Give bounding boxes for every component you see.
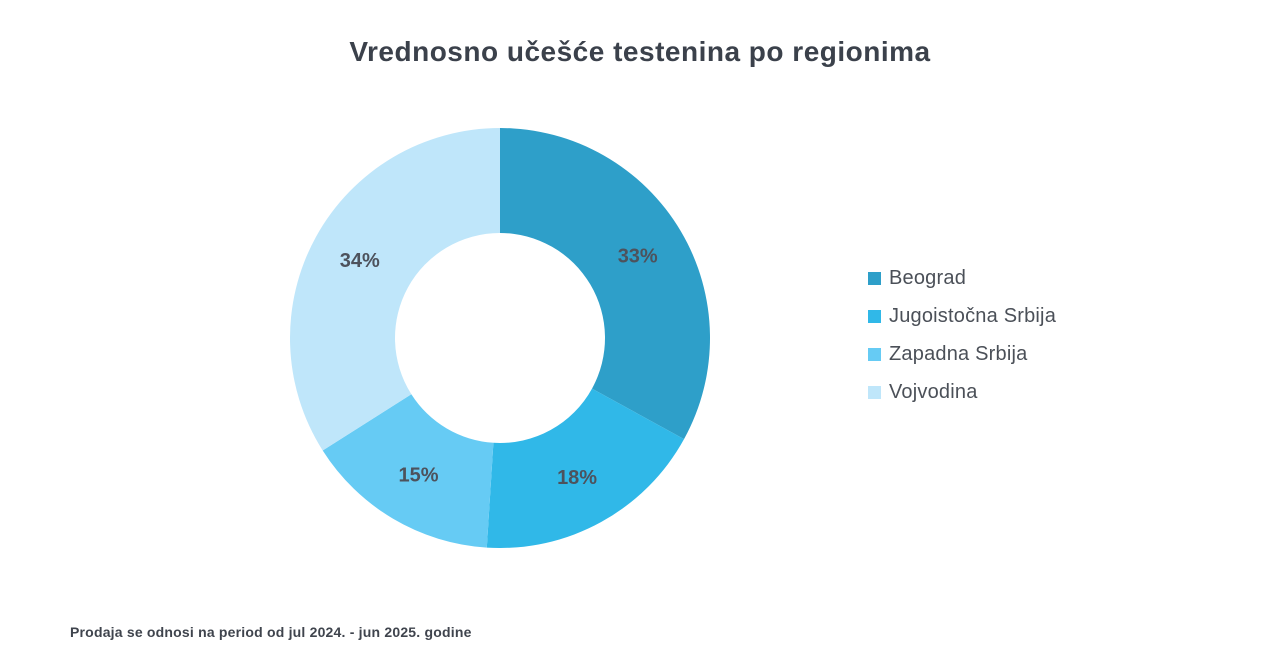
legend-item: Jugoistočna Srbija (868, 304, 1056, 328)
donut-slice (290, 128, 500, 451)
legend-label: Beograd (889, 266, 967, 289)
donut-chart: 33% 18% 15% 34% (290, 128, 710, 548)
slice-label: 18% (557, 467, 597, 489)
legend-item: Beograd (868, 266, 1056, 290)
slice-label: 33% (618, 246, 658, 268)
chart-legend: Beograd Jugoistočna Srbija Zapadna Srbija V… (868, 266, 1056, 418)
legend-swatch-icon (868, 309, 881, 323)
chart-title: Vrednosno učešće testenina po regionima (349, 36, 931, 67)
legend-item: Vojvodina (868, 380, 1056, 404)
legend-label: Jugoistočna Srbija (889, 304, 1057, 327)
donut-chart-area: 33% 18% 15% 34% (290, 128, 710, 548)
legend-swatch-icon (868, 385, 881, 399)
legend-label: Vojvodina (889, 380, 978, 403)
legend-label: Zapadna Srbija (889, 342, 1028, 365)
donut-slice (500, 128, 710, 440)
slice-label: 15% (399, 465, 439, 487)
footnote: Prodaja se odnosi na period od jul 2024.… (70, 624, 472, 640)
donut-slice (486, 388, 685, 548)
slice-label: 34% (340, 250, 380, 272)
donut-slice (322, 394, 494, 548)
legend-swatch-icon (868, 347, 881, 361)
legend-item: Zapadna Srbija (868, 342, 1056, 366)
legend-swatch-icon (868, 271, 881, 285)
